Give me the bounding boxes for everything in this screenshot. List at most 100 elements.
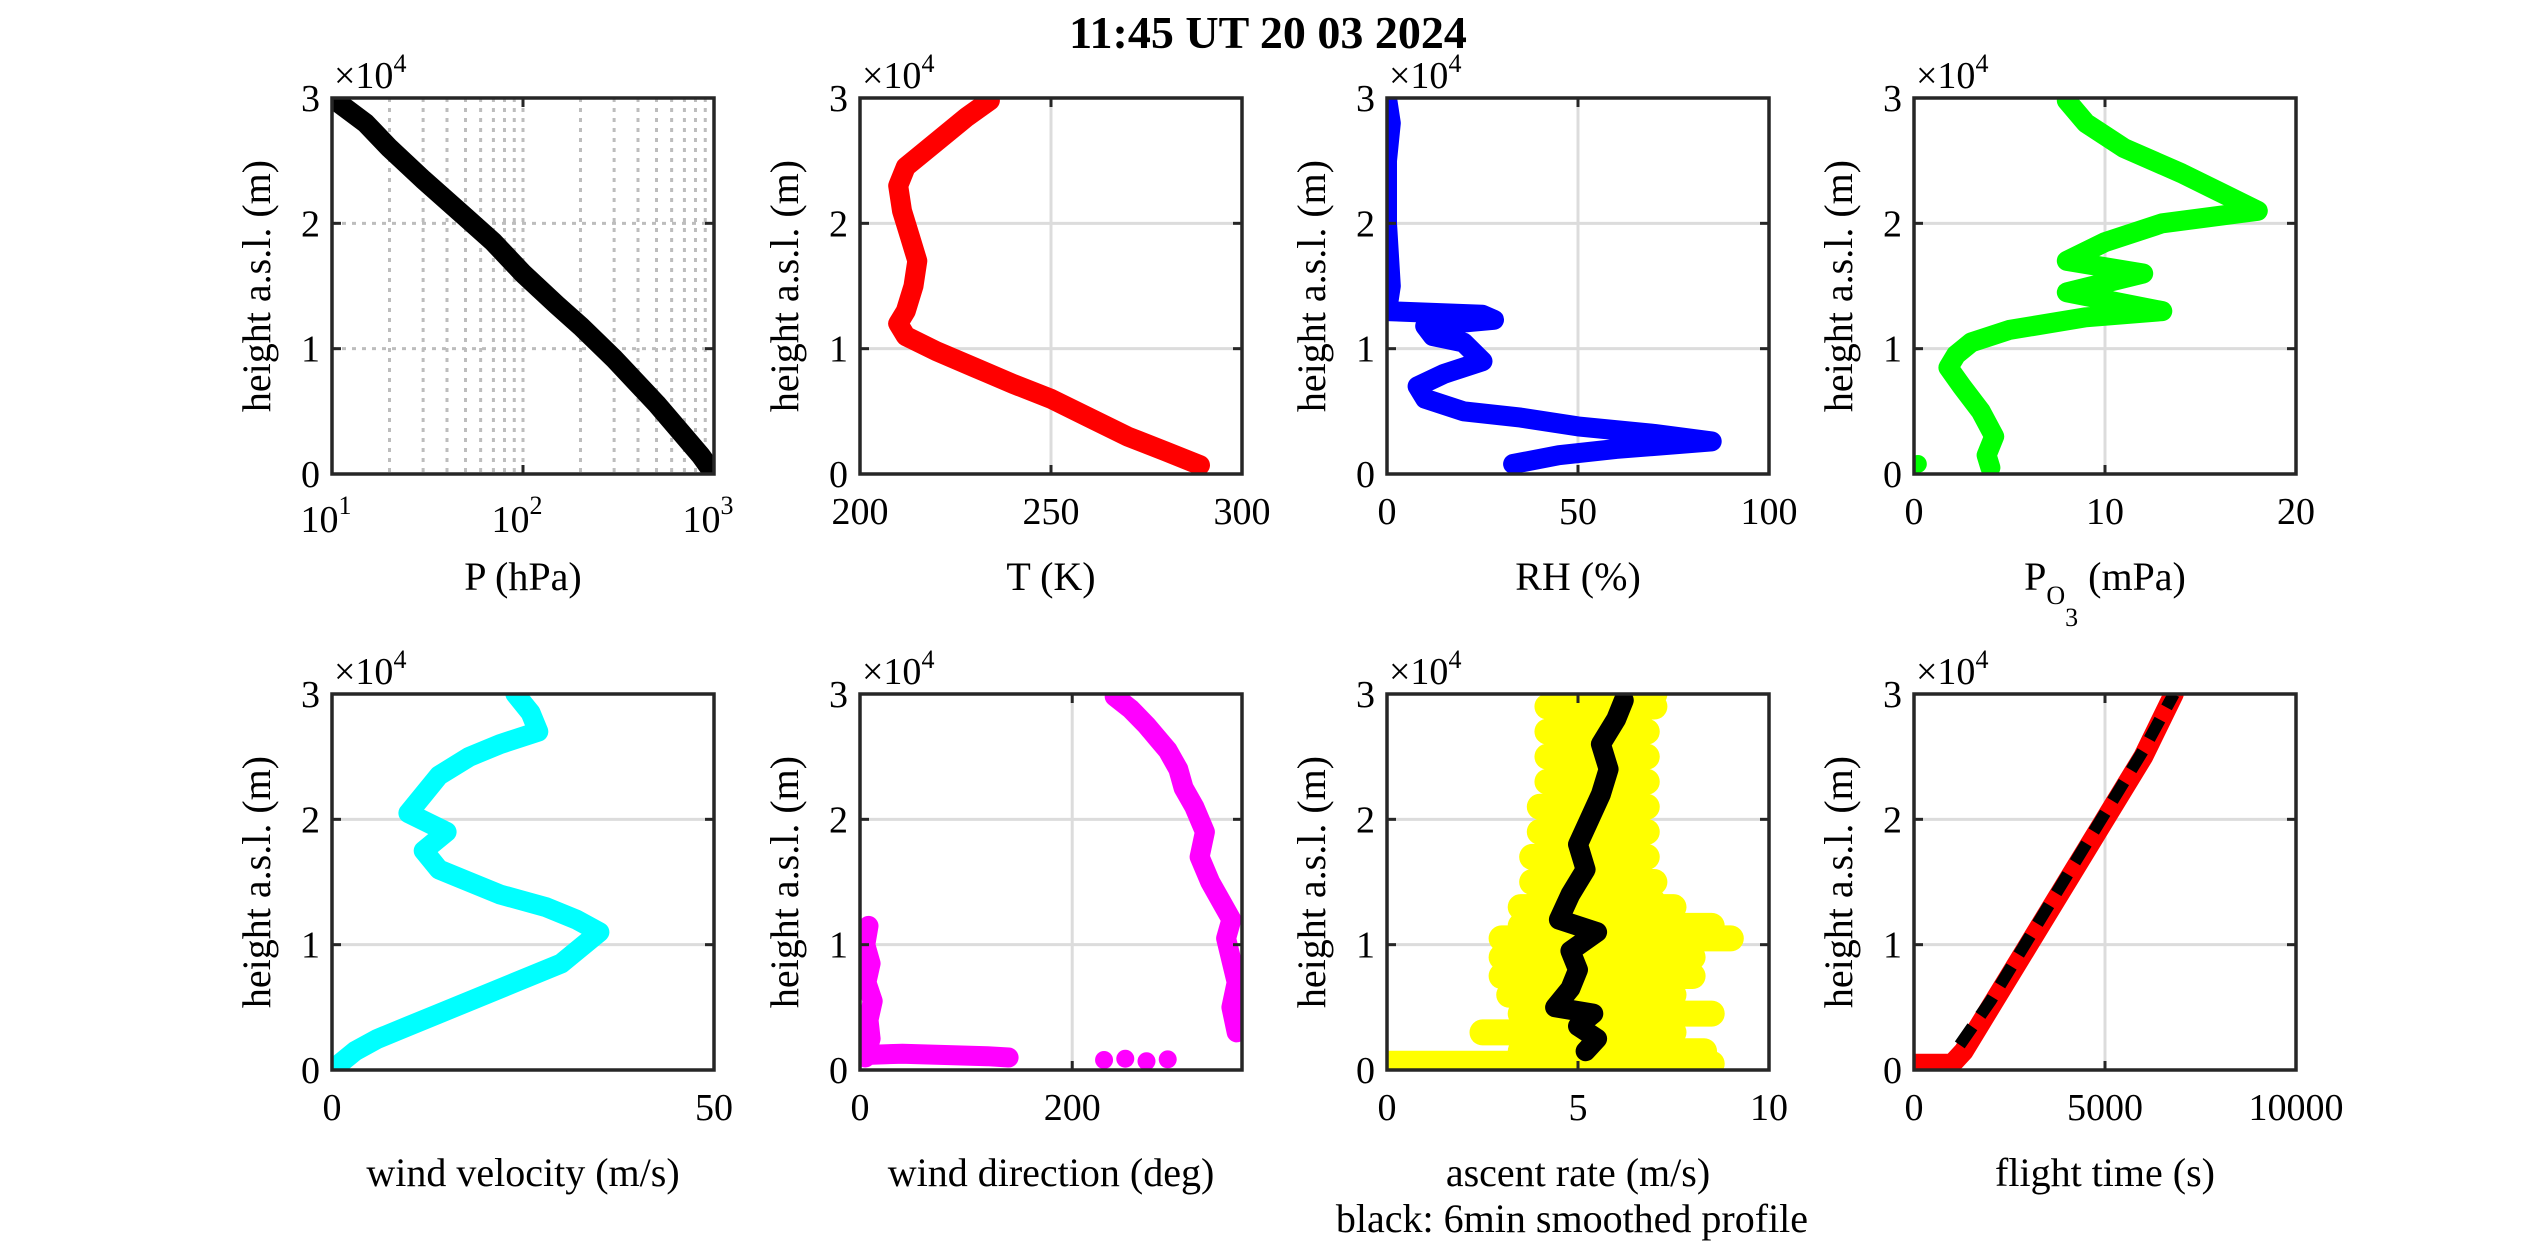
y-tick-label: 2 bbox=[1883, 203, 1902, 245]
y-tick-label: 3 bbox=[1883, 674, 1902, 716]
plot-area bbox=[332, 694, 610, 1070]
x-tick-label: 200 bbox=[1044, 1087, 1101, 1129]
data-series-0 bbox=[332, 98, 714, 474]
grid bbox=[858, 692, 1242, 1072]
y-tick-label: 3 bbox=[829, 78, 848, 120]
y-exponent: 4 bbox=[921, 645, 934, 674]
y-tick-label: 1 bbox=[301, 925, 320, 967]
x-tick-label: 0 bbox=[1905, 1087, 1924, 1129]
x-tick-label: 102 bbox=[492, 491, 543, 541]
data-point bbox=[1158, 1050, 1177, 1069]
y-tick-label: 3 bbox=[1356, 78, 1375, 120]
y-tick-label: 2 bbox=[1356, 799, 1375, 841]
data-series-0 bbox=[860, 915, 883, 1068]
x-tick-label: 100 bbox=[1741, 491, 1798, 533]
x-axis-label: RH (%) bbox=[1515, 554, 1641, 599]
data-point bbox=[1137, 1052, 1156, 1070]
panel-ascent-rate: 0 5 10 0 1 2 3 ×104 ascent rate (m/s) height a.s.… bbox=[1289, 645, 1788, 1195]
data-point bbox=[1095, 1050, 1114, 1069]
panel-ozone: 0 10 20 0 1 2 3 ×104 PO3 (mPa) height a.s.l. (m) bbox=[1816, 49, 2315, 632]
x-tick-label: 5000 bbox=[2067, 1087, 2143, 1129]
data-point bbox=[1116, 1049, 1135, 1068]
x-tick-label: 101 bbox=[301, 491, 352, 541]
x-axis-label: T (K) bbox=[1006, 554, 1095, 599]
y-tick-label: 2 bbox=[301, 203, 320, 245]
y-tick-label: 1 bbox=[301, 329, 320, 371]
y-axis-label: height a.s.l. (m) bbox=[762, 756, 807, 1008]
y-exponent: 4 bbox=[1448, 49, 1461, 78]
x-tick-label: 10 bbox=[2086, 491, 2124, 533]
x-tick-label: 103 bbox=[683, 491, 734, 541]
y-tick-label: 0 bbox=[829, 454, 848, 496]
ticks: 0 5000 10000 0 1 2 3 bbox=[1883, 674, 2344, 1129]
x-tick-label: 200 bbox=[832, 491, 889, 533]
data-band bbox=[1387, 694, 1731, 1064]
y-exponent-label: ×104 bbox=[862, 645, 934, 693]
x-axis-label: PO3 (mPa) bbox=[2024, 554, 2186, 632]
y-axis-label: height a.s.l. (m) bbox=[234, 756, 279, 1008]
y-exponent: 4 bbox=[1448, 645, 1461, 674]
y-axis-label: height a.s.l. (m) bbox=[234, 160, 279, 412]
grid bbox=[330, 692, 716, 1072]
y-exponent-label: ×104 bbox=[334, 49, 406, 97]
ticks: 0 200 0 1 2 3 bbox=[829, 674, 1242, 1129]
y-axis-label: height a.s.l. (m) bbox=[1816, 160, 1861, 412]
y-exponent: 4 bbox=[1975, 645, 1988, 674]
y-tick-label: 0 bbox=[1883, 454, 1902, 496]
y-exponent: 4 bbox=[393, 49, 406, 78]
x-tick-label: 0 bbox=[851, 1087, 870, 1129]
panel-wind-direction: 0 200 0 1 2 3 ×104 wind direction (deg) height a… bbox=[762, 645, 1244, 1195]
plot-area bbox=[1914, 98, 2268, 474]
panel-wind-velocity: 0 50 0 1 2 3 ×104 wind velocity (m/s) height a.s… bbox=[234, 645, 733, 1195]
x-axis-label-sub: O bbox=[2046, 581, 2065, 610]
y-tick-label: 3 bbox=[1356, 674, 1375, 716]
data-series-0 bbox=[1387, 98, 1722, 474]
plot-area bbox=[860, 694, 1242, 1070]
y-axis-label: height a.s.l. (m) bbox=[1289, 160, 1334, 412]
y-tick-label: 3 bbox=[829, 674, 848, 716]
y-exponent: 4 bbox=[921, 49, 934, 78]
x-axis-label: ascent rate (m/s) bbox=[1446, 1150, 1710, 1195]
y-tick-label: 1 bbox=[1356, 925, 1375, 967]
plot-area bbox=[1914, 694, 2184, 1070]
y-tick-label: 1 bbox=[829, 329, 848, 371]
y-axis-label: height a.s.l. (m) bbox=[762, 160, 807, 412]
y-exponent-label: ×104 bbox=[862, 49, 934, 97]
y-exponent-label: ×104 bbox=[1916, 49, 1988, 97]
y-exponent: 4 bbox=[1975, 49, 1988, 78]
x-tick-label: 20 bbox=[2277, 491, 2315, 533]
y-tick-label: 2 bbox=[829, 203, 848, 245]
figure-title: 11:45 UT 20 03 2024 bbox=[1069, 7, 1467, 58]
data-series-0 bbox=[1914, 694, 2184, 1070]
y-exponent-label: ×104 bbox=[334, 645, 406, 693]
y-tick-label: 2 bbox=[301, 799, 320, 841]
x-axis-label: flight time (s) bbox=[1995, 1150, 2215, 1195]
x-tick-label: 50 bbox=[1559, 491, 1597, 533]
x-tick-label: 0 bbox=[1905, 491, 1924, 533]
x-tick-label: 250 bbox=[1023, 491, 1080, 533]
y-tick-label: 3 bbox=[301, 674, 320, 716]
data-series-0 bbox=[888, 98, 1210, 474]
x-tick-label: 0 bbox=[1378, 1087, 1397, 1129]
x-tick-label: 50 bbox=[695, 1087, 733, 1129]
ticks: 0 50 0 1 2 3 bbox=[301, 674, 733, 1129]
y-tick-label: 1 bbox=[1883, 925, 1902, 967]
ticks: 0 10 20 0 1 2 3 bbox=[1883, 78, 2315, 533]
data-series-0 bbox=[332, 694, 610, 1070]
grid bbox=[1912, 692, 2298, 1072]
data-series-2 bbox=[1104, 694, 1242, 1043]
x-axis-label: wind direction (deg) bbox=[888, 1150, 1215, 1195]
data-series-1 bbox=[860, 1043, 1019, 1068]
plot-area bbox=[1387, 694, 1744, 1070]
panel-humidity: 0 50 100 0 1 2 3 ×104 RH (%) height a.s.l. (m) bbox=[1289, 49, 1798, 599]
x-tick-label: 0 bbox=[323, 1087, 342, 1129]
x-tick-label: 300 bbox=[1214, 491, 1271, 533]
y-tick-label: 2 bbox=[1883, 799, 1902, 841]
y-tick-label: 2 bbox=[829, 799, 848, 841]
x-tick-label: 0 bbox=[1378, 491, 1397, 533]
y-tick-label: 0 bbox=[301, 454, 320, 496]
axes-box bbox=[858, 692, 1244, 1072]
data-series-1 bbox=[1954, 694, 2180, 1049]
